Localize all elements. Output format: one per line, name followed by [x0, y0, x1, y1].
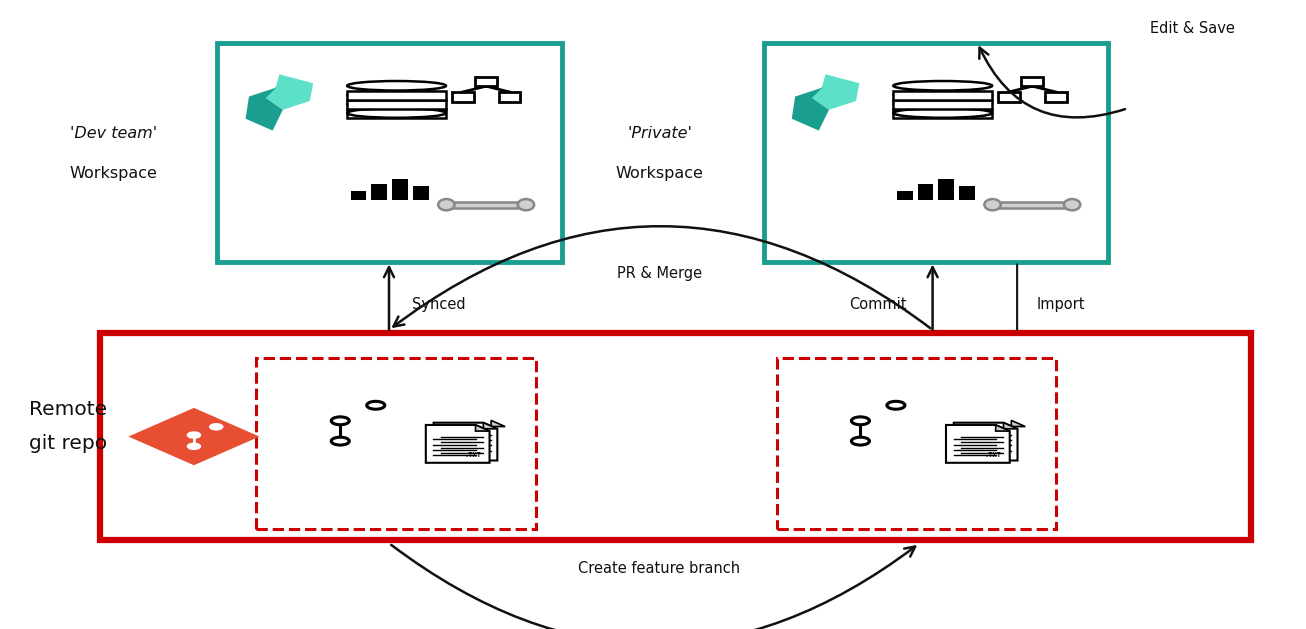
FancyBboxPatch shape: [256, 359, 535, 529]
Bar: [1021, 77, 1043, 86]
Bar: [893, 91, 993, 99]
Polygon shape: [441, 420, 505, 459]
Circle shape: [887, 401, 905, 409]
Text: Workspace: Workspace: [615, 166, 704, 181]
Ellipse shape: [985, 199, 1000, 210]
Bar: [499, 92, 521, 101]
Polygon shape: [426, 425, 490, 463]
Text: branch: branch: [837, 497, 884, 510]
Text: Create feature branch: Create feature branch: [579, 561, 741, 576]
Text: Synced: Synced: [413, 297, 466, 312]
Polygon shape: [128, 408, 260, 465]
Bar: [998, 92, 1020, 101]
Text: git repo: git repo: [29, 434, 107, 453]
Text: Workspace: Workspace: [69, 166, 157, 181]
Bar: [897, 191, 913, 200]
Bar: [1045, 92, 1067, 101]
Circle shape: [210, 424, 222, 430]
Polygon shape: [491, 420, 505, 426]
Text: Remote: Remote: [29, 400, 107, 419]
Bar: [938, 179, 955, 200]
Ellipse shape: [347, 90, 445, 99]
Polygon shape: [483, 423, 498, 429]
Polygon shape: [266, 74, 313, 110]
Ellipse shape: [893, 81, 993, 91]
Bar: [959, 186, 974, 200]
Text: PR & Merge: PR & Merge: [616, 265, 703, 281]
Ellipse shape: [893, 99, 993, 109]
Bar: [347, 91, 445, 99]
Ellipse shape: [893, 108, 993, 118]
FancyBboxPatch shape: [217, 43, 562, 262]
Bar: [893, 109, 993, 118]
Ellipse shape: [347, 81, 445, 91]
Text: Import: Import: [1037, 297, 1085, 312]
Polygon shape: [812, 74, 859, 110]
Bar: [893, 99, 993, 109]
Polygon shape: [995, 425, 1010, 431]
Bar: [413, 186, 428, 200]
Ellipse shape: [439, 199, 454, 210]
Circle shape: [332, 437, 349, 445]
Circle shape: [367, 401, 385, 409]
Polygon shape: [434, 423, 498, 460]
FancyArrowPatch shape: [980, 48, 1124, 118]
Polygon shape: [946, 425, 1010, 463]
Text: .TXT: .TXT: [985, 452, 1002, 458]
Bar: [392, 179, 407, 200]
Polygon shape: [1011, 420, 1025, 426]
Text: 'Main': 'Main': [321, 471, 359, 484]
Polygon shape: [961, 420, 1025, 459]
Polygon shape: [953, 423, 1017, 460]
Bar: [475, 77, 498, 86]
Bar: [993, 202, 1072, 208]
Ellipse shape: [347, 108, 445, 118]
Polygon shape: [1003, 423, 1017, 429]
Bar: [452, 92, 474, 101]
Ellipse shape: [893, 90, 993, 99]
Circle shape: [188, 443, 200, 449]
Polygon shape: [246, 87, 283, 131]
Text: 'Feature': 'Feature': [831, 471, 889, 484]
Bar: [371, 184, 387, 200]
Circle shape: [852, 417, 870, 425]
Text: branch: branch: [317, 497, 363, 510]
Text: 'Private': 'Private': [627, 126, 692, 141]
Bar: [350, 191, 367, 200]
Bar: [347, 109, 445, 118]
Bar: [918, 184, 934, 200]
Polygon shape: [791, 87, 829, 131]
Ellipse shape: [517, 199, 534, 210]
Ellipse shape: [1064, 199, 1080, 210]
Text: .TXT: .TXT: [465, 452, 482, 458]
Text: 'Dev team': 'Dev team': [69, 126, 157, 141]
FancyBboxPatch shape: [101, 333, 1251, 540]
Circle shape: [852, 437, 870, 445]
Text: Edit & Save: Edit & Save: [1151, 21, 1235, 36]
FancyBboxPatch shape: [764, 43, 1109, 262]
Circle shape: [188, 432, 200, 438]
FancyBboxPatch shape: [777, 359, 1057, 529]
Circle shape: [332, 417, 349, 425]
Polygon shape: [475, 425, 490, 431]
Bar: [347, 99, 445, 109]
Ellipse shape: [347, 99, 445, 109]
Text: Commit: Commit: [849, 297, 906, 312]
Bar: [447, 202, 526, 208]
